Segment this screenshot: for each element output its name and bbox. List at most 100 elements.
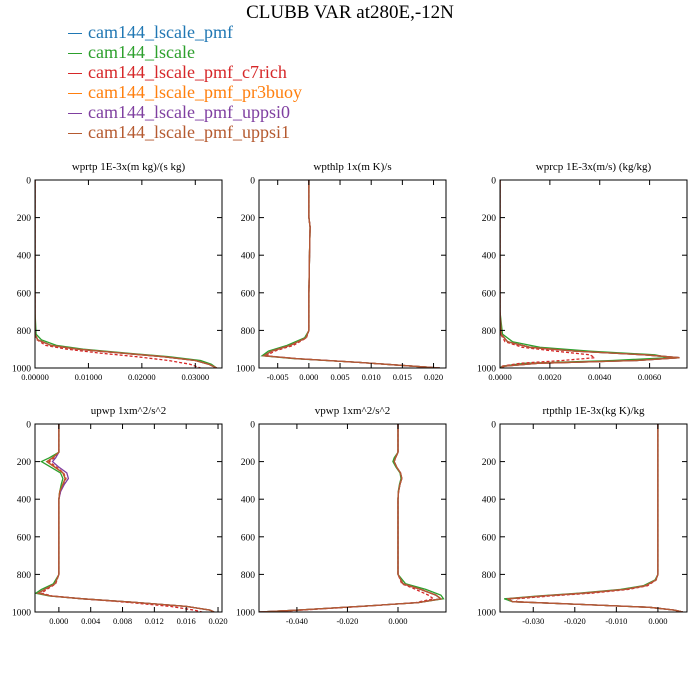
series-line [506, 424, 683, 612]
series-line [35, 424, 215, 612]
legend-item: cam144_lscale [68, 42, 302, 62]
panel-frame [34, 423, 223, 613]
series-line [259, 424, 443, 612]
x-tick-label: 0.020 [424, 372, 443, 382]
legend-label: cam144_lscale_pmf_uppsi1 [88, 122, 290, 142]
series-line [500, 180, 680, 368]
series-line [35, 180, 217, 368]
y-tick-label: 600 [17, 533, 32, 543]
y-tick-label: 0 [26, 421, 31, 431]
legend-label: cam144_lscale [88, 42, 195, 62]
panel-frame [499, 179, 688, 369]
series-line [506, 424, 683, 612]
y-tick-label: 600 [482, 289, 497, 299]
series-line [264, 180, 440, 368]
y-tick-label: 600 [482, 533, 497, 543]
series-line [39, 424, 203, 612]
x-tick-label: 0.000 [388, 616, 407, 626]
x-tick-label: -0.020 [564, 616, 586, 626]
panel-series [260, 180, 440, 368]
x-tick-label: -0.020 [336, 616, 358, 626]
legend-item: cam144_lscale_pmf_pr3buoy [68, 82, 302, 102]
chart-panel: wpthlp 1x(m K)/s 0 200 400 600 800 1000 -0.005 0… [236, 161, 447, 382]
y-tick-label: 400 [17, 496, 32, 506]
series-line [503, 424, 683, 612]
series-line [506, 424, 683, 612]
x-tick-label: 0.015 [393, 372, 412, 382]
x-tick-label: -0.005 [267, 372, 289, 382]
y-tick-label: 600 [241, 533, 256, 543]
x-tick-label: 0.0060 [638, 372, 661, 382]
x-tick-label: 0.008 [113, 616, 132, 626]
x-tick-label: 0.03000 [181, 372, 209, 382]
y-tick-label: 400 [482, 496, 497, 506]
chart-panel: wprcp 1E-3x(m/s) (kg/kg) 0 200 400 600 800 100… [477, 161, 688, 382]
x-tick-label: 0.005 [330, 372, 349, 382]
y-tick-label: 200 [482, 458, 497, 468]
legend-label: cam144_lscale_pmf_pr3buoy [88, 82, 302, 102]
legend-item: cam144_lscale_pmf_uppsi0 [68, 102, 302, 122]
x-tick-label: 0.020 [208, 616, 227, 626]
y-tick-label: 0 [491, 177, 496, 187]
y-tick-label: 1000 [236, 609, 255, 619]
y-tick-label: 1000 [12, 609, 31, 619]
series-line [500, 180, 597, 368]
series-line [36, 424, 215, 612]
y-tick-label: 800 [17, 327, 32, 337]
series-line [262, 180, 440, 368]
series-line [259, 424, 443, 612]
panel-series [500, 180, 680, 368]
y-tick-label: 400 [241, 496, 256, 506]
y-tick-label: 800 [482, 327, 497, 337]
series-line [35, 180, 201, 368]
panel-frame [499, 423, 688, 613]
x-tick-label: -0.010 [605, 616, 627, 626]
series-line [36, 424, 215, 612]
legend-swatch [68, 93, 82, 95]
series-line [262, 180, 440, 368]
series-line [35, 180, 217, 368]
y-tick-label: 200 [482, 214, 497, 224]
series-line [262, 180, 440, 368]
legend-swatch [68, 73, 82, 75]
y-tick-label: 400 [17, 252, 32, 262]
panel-series [259, 424, 445, 612]
legend: cam144_lscale_pmf cam144_lscale cam144_l… [68, 22, 302, 142]
chart-panel: wprtp 1E-3x(m kg)/(s kg) 0 200 400 600 800 100… [12, 161, 223, 382]
y-tick-label: 1000 [236, 365, 255, 375]
panel-frame [258, 179, 447, 369]
y-tick-label: 1000 [477, 365, 496, 375]
series-line [259, 424, 443, 612]
series-line [259, 424, 443, 612]
chart-panel: rtpthlp 1E-3x(kg K)/kg 0 200 400 600 800 1000 -… [477, 405, 688, 626]
x-tick-label: 0.010 [362, 372, 381, 382]
panel-series [503, 424, 683, 612]
y-tick-label: 0 [26, 177, 31, 187]
series-line [506, 424, 683, 612]
panel-title: wprcp 1E-3x(m/s) (kg/kg) [536, 161, 652, 173]
x-tick-label: 0.0020 [538, 372, 561, 382]
chart-panel: upwp 1xm^2/s^2 0 200 400 600 800 1000 0.000 0.00… [12, 405, 228, 626]
legend-swatch [68, 133, 82, 135]
chart-panel: vpwp 1xm^2/s^2 0 200 400 600 800 1000 -0.040 -0.… [236, 405, 447, 626]
x-tick-label: 0.0040 [588, 372, 611, 382]
y-tick-label: 200 [17, 458, 32, 468]
legend-label: cam144_lscale_pmf_uppsi0 [88, 102, 290, 122]
panel-title: wpthlp 1x(m K)/s [313, 161, 391, 173]
series-line [35, 180, 217, 368]
y-tick-label: 200 [241, 458, 256, 468]
y-tick-label: 800 [241, 327, 256, 337]
legend-item: cam144_lscale_pmf_c7rich [68, 62, 302, 82]
y-tick-label: 600 [241, 289, 256, 299]
series-line [36, 424, 215, 612]
x-tick-label: -0.030 [522, 616, 544, 626]
legend-swatch [68, 33, 82, 35]
panel-title: rtpthlp 1E-3x(kg K)/kg [542, 405, 645, 417]
series-line [35, 180, 218, 368]
x-tick-label: 0.01000 [75, 372, 103, 382]
y-tick-label: 800 [17, 571, 32, 581]
legend-swatch [68, 113, 82, 115]
y-tick-label: 0 [491, 421, 496, 431]
series-line [35, 180, 217, 368]
